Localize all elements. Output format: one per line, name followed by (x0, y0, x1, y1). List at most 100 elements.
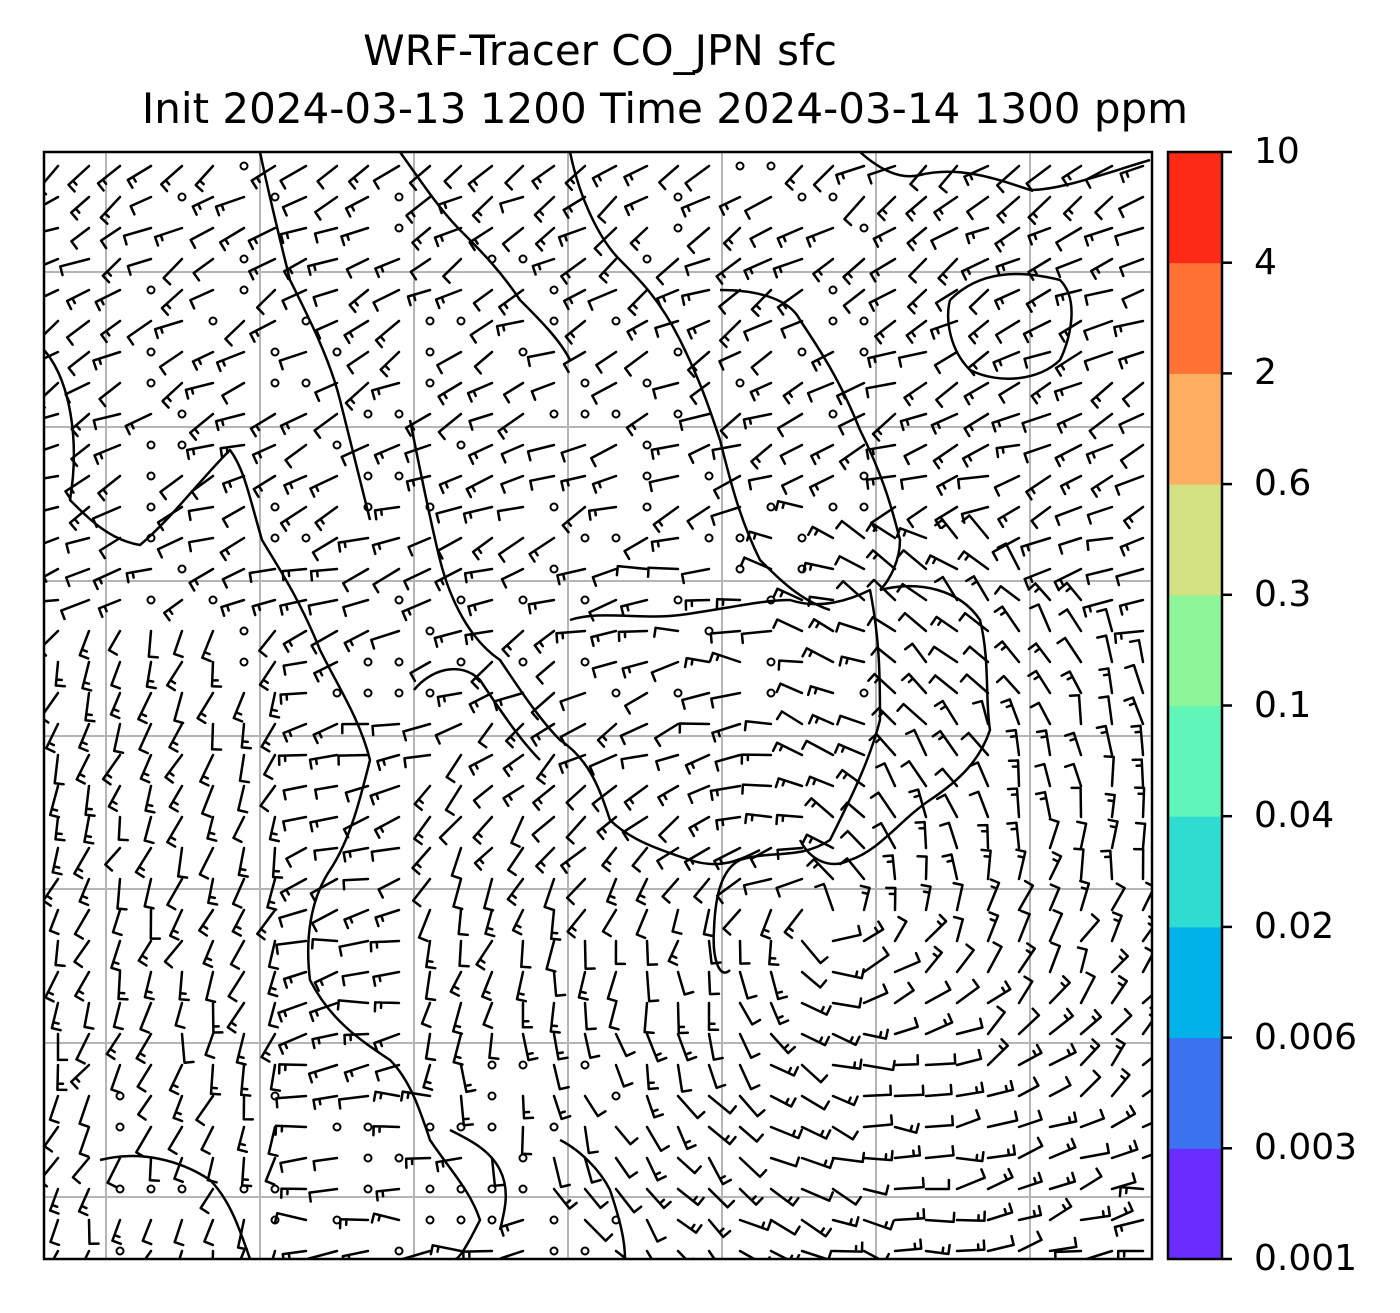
wind-barb (994, 319, 1021, 344)
wind-barb (645, 970, 660, 1003)
wind-barb (457, 908, 469, 937)
wind-barb (839, 829, 866, 850)
wind-barb (269, 1063, 282, 1092)
calm-wind-marker (549, 502, 559, 512)
wind-barb (924, 1083, 953, 1098)
wind-barb (1017, 942, 1037, 974)
wind-barb (465, 474, 494, 499)
wind-barb (1121, 288, 1145, 309)
wind-barb (986, 878, 1001, 912)
wind-barb (1053, 1249, 1083, 1259)
wind-barb (468, 753, 494, 776)
wind-barb (598, 257, 618, 284)
calm-wind-marker (549, 1122, 559, 1132)
calm-wind-marker (332, 440, 342, 450)
wind-barb (653, 626, 680, 638)
wind-barb (687, 443, 711, 464)
wind-barb (256, 908, 277, 941)
wind-barb (615, 564, 649, 577)
wind-barb (800, 1218, 833, 1238)
wind-barb (718, 319, 742, 349)
wind-barb (684, 753, 711, 775)
wind-barb (935, 381, 959, 409)
wind-barb (198, 908, 215, 937)
wind-barb (1025, 474, 1052, 501)
wind-barb (800, 1094, 831, 1111)
wind-barb (134, 846, 153, 879)
wind-barb (893, 1122, 920, 1134)
wind-barb (801, 739, 835, 757)
wind-barb (185, 443, 215, 461)
wind-barb (1079, 1108, 1106, 1129)
wind-barb (1118, 257, 1145, 278)
wind-barb (769, 1218, 801, 1236)
wind-barb (417, 908, 432, 943)
wind-barb (139, 1001, 153, 1034)
wind-barb (178, 1249, 184, 1259)
wind-barb (210, 722, 223, 751)
wind-barb (372, 1090, 401, 1102)
wind-barb (1027, 226, 1052, 246)
wind-barb (831, 968, 865, 980)
wind-barb (591, 381, 618, 405)
wind-barb (1133, 786, 1146, 819)
wind-barb (1029, 603, 1052, 633)
calm-wind-marker (456, 316, 466, 326)
wind-barb (345, 257, 370, 279)
wind-barb (871, 706, 897, 726)
wind-barb (406, 288, 432, 307)
wind-barb (656, 288, 680, 309)
wind-barb (776, 412, 804, 438)
wind-barb (1110, 948, 1130, 974)
wind-barb (373, 1001, 401, 1013)
wind-barb (159, 474, 184, 501)
calm-wind-marker (859, 471, 869, 481)
wind-barb (893, 1208, 926, 1222)
wind-barb (488, 1032, 500, 1061)
wind-barb (1017, 1230, 1043, 1253)
wind-barb (282, 629, 308, 653)
wind-barb (1085, 443, 1114, 465)
calm-wind-marker (363, 1184, 373, 1194)
wind-barb (215, 350, 246, 373)
wind-barb (437, 412, 463, 441)
wind-barb (964, 575, 990, 602)
wind-barb (707, 1156, 733, 1186)
wind-barb (777, 659, 804, 671)
wind-barb (504, 722, 525, 749)
wind-barb (784, 164, 804, 191)
wind-barb (1082, 598, 1114, 618)
wind-barb (955, 1210, 986, 1223)
wind-barb (313, 226, 339, 244)
wind-barb (87, 1218, 100, 1246)
wind-barb (1118, 350, 1145, 370)
wind-barb (1030, 505, 1052, 530)
wind-barb (54, 939, 66, 968)
colorbar-tick-label: 2 (1254, 352, 1277, 394)
wind-barb (963, 164, 990, 187)
calm-wind-marker (518, 1060, 528, 1070)
wind-barb (996, 542, 1021, 571)
wind-barb (379, 350, 401, 378)
wind-barb (69, 195, 91, 221)
wind-barb (740, 629, 773, 645)
wind-barb (862, 920, 885, 943)
wind-barb (314, 195, 339, 221)
wind-barb (744, 812, 773, 825)
wind-barb (1115, 567, 1145, 587)
calm-wind-marker (611, 409, 621, 419)
wind-barb (993, 474, 1021, 497)
wind-barb (930, 412, 959, 435)
wind-barb (722, 908, 742, 936)
wind-barb (707, 1187, 736, 1209)
wind-barb (279, 877, 308, 902)
wind-barb (900, 672, 928, 695)
wind-barb (259, 784, 277, 813)
wind-barb (624, 691, 649, 715)
wind-barb (530, 691, 556, 721)
wind-barb (924, 1053, 957, 1067)
wind-barb (1094, 195, 1114, 221)
wind-barb (278, 908, 308, 928)
wind-barb (631, 846, 649, 873)
wind-barb (437, 381, 463, 406)
